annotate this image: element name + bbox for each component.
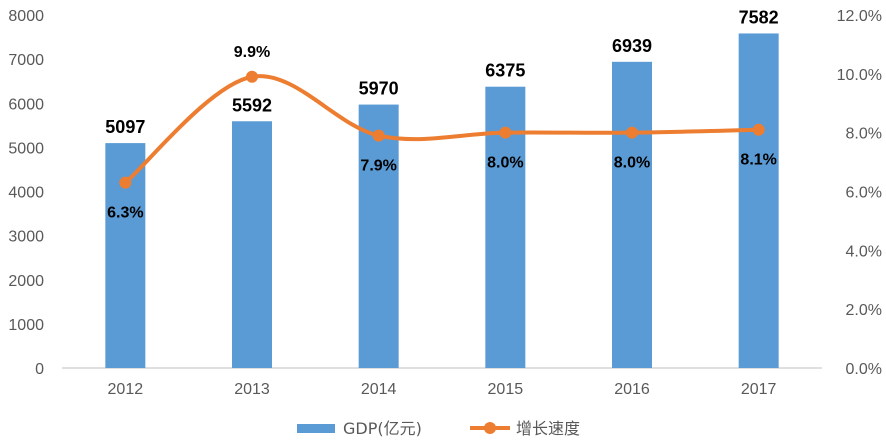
right-tick-label: 6.0%	[846, 185, 882, 202]
growth-point	[246, 70, 258, 83]
line-data-label: 9.9%	[234, 44, 270, 61]
gdp-bar	[358, 104, 399, 368]
bar-data-label: 5097	[105, 117, 145, 137]
legend-line-label: 增长速度	[516, 419, 580, 438]
growth-point	[119, 176, 132, 189]
growth-point	[372, 129, 385, 142]
growth-points	[119, 70, 765, 189]
gdp-bar	[232, 121, 272, 369]
line-data-labels: 6.3% 9.9% 7.9% 8.0% 8.0% 8.1%	[107, 44, 777, 222]
legend: GDP(亿元) 增长速度	[297, 419, 580, 438]
legend-bar-label: GDP(亿元)	[343, 419, 422, 438]
legend-line-marker	[484, 422, 496, 434]
growth-point	[752, 123, 765, 136]
right-tick-label: 8.0%	[846, 126, 882, 143]
left-tick-label: 5000	[8, 140, 44, 157]
x-tick-label: 2013	[234, 381, 270, 398]
bar-data-label: 5970	[359, 79, 399, 99]
growth-point	[626, 126, 638, 139]
growth-point	[499, 126, 512, 139]
left-tick-label: 6000	[8, 96, 44, 113]
left-tick-label: 1000	[8, 317, 44, 334]
left-tick-label: 7000	[8, 52, 44, 69]
bar-data-label: 5592	[232, 95, 272, 115]
right-axis-ticks: 0.0% 2.0% 4.0% 6.0% 8.0% 10.0% 12.0%	[837, 8, 882, 378]
x-tick-label: 2016	[614, 381, 650, 398]
x-tick-label: 2015	[488, 381, 524, 398]
x-tick-label: 2017	[741, 381, 777, 398]
x-tick-label: 2014	[361, 381, 397, 398]
line-data-label: 8.1%	[740, 152, 776, 169]
right-tick-label: 4.0%	[846, 243, 882, 260]
x-tick-label: 2012	[108, 381, 144, 398]
bar-data-label: 7582	[739, 7, 779, 27]
right-tick-label: 10.0%	[837, 67, 882, 84]
x-axis-ticks: 2012 2013 2014 2015 2016 2017	[108, 381, 777, 398]
line-data-label: 6.3%	[107, 205, 143, 222]
right-tick-label: 0.0%	[846, 361, 882, 378]
bar-data-label: 6375	[485, 61, 525, 81]
growth-line	[123, 74, 761, 185]
gdp-bar	[738, 33, 779, 369]
line-data-label: 7.9%	[360, 158, 396, 175]
gdp-bars	[105, 33, 779, 369]
right-tick-label: 12.0%	[837, 8, 882, 25]
left-axis-ticks: 0 1000 2000 3000 4000 5000 6000 7000 8000	[8, 8, 44, 378]
left-tick-label: 3000	[8, 229, 44, 246]
gdp-bar	[612, 61, 652, 369]
line-data-label: 8.0%	[614, 155, 650, 172]
left-tick-label: 2000	[8, 273, 44, 290]
line-data-label: 8.0%	[487, 155, 523, 172]
left-tick-label: 0	[35, 361, 44, 378]
left-tick-label: 4000	[8, 185, 44, 202]
bar-data-labels: 5097 5592 5970 6375 6939 7582	[105, 7, 778, 137]
left-tick-label: 8000	[8, 8, 44, 25]
bar-data-label: 6939	[612, 36, 652, 56]
right-tick-label: 2.0%	[846, 302, 882, 319]
legend-bar-swatch	[297, 424, 335, 433]
